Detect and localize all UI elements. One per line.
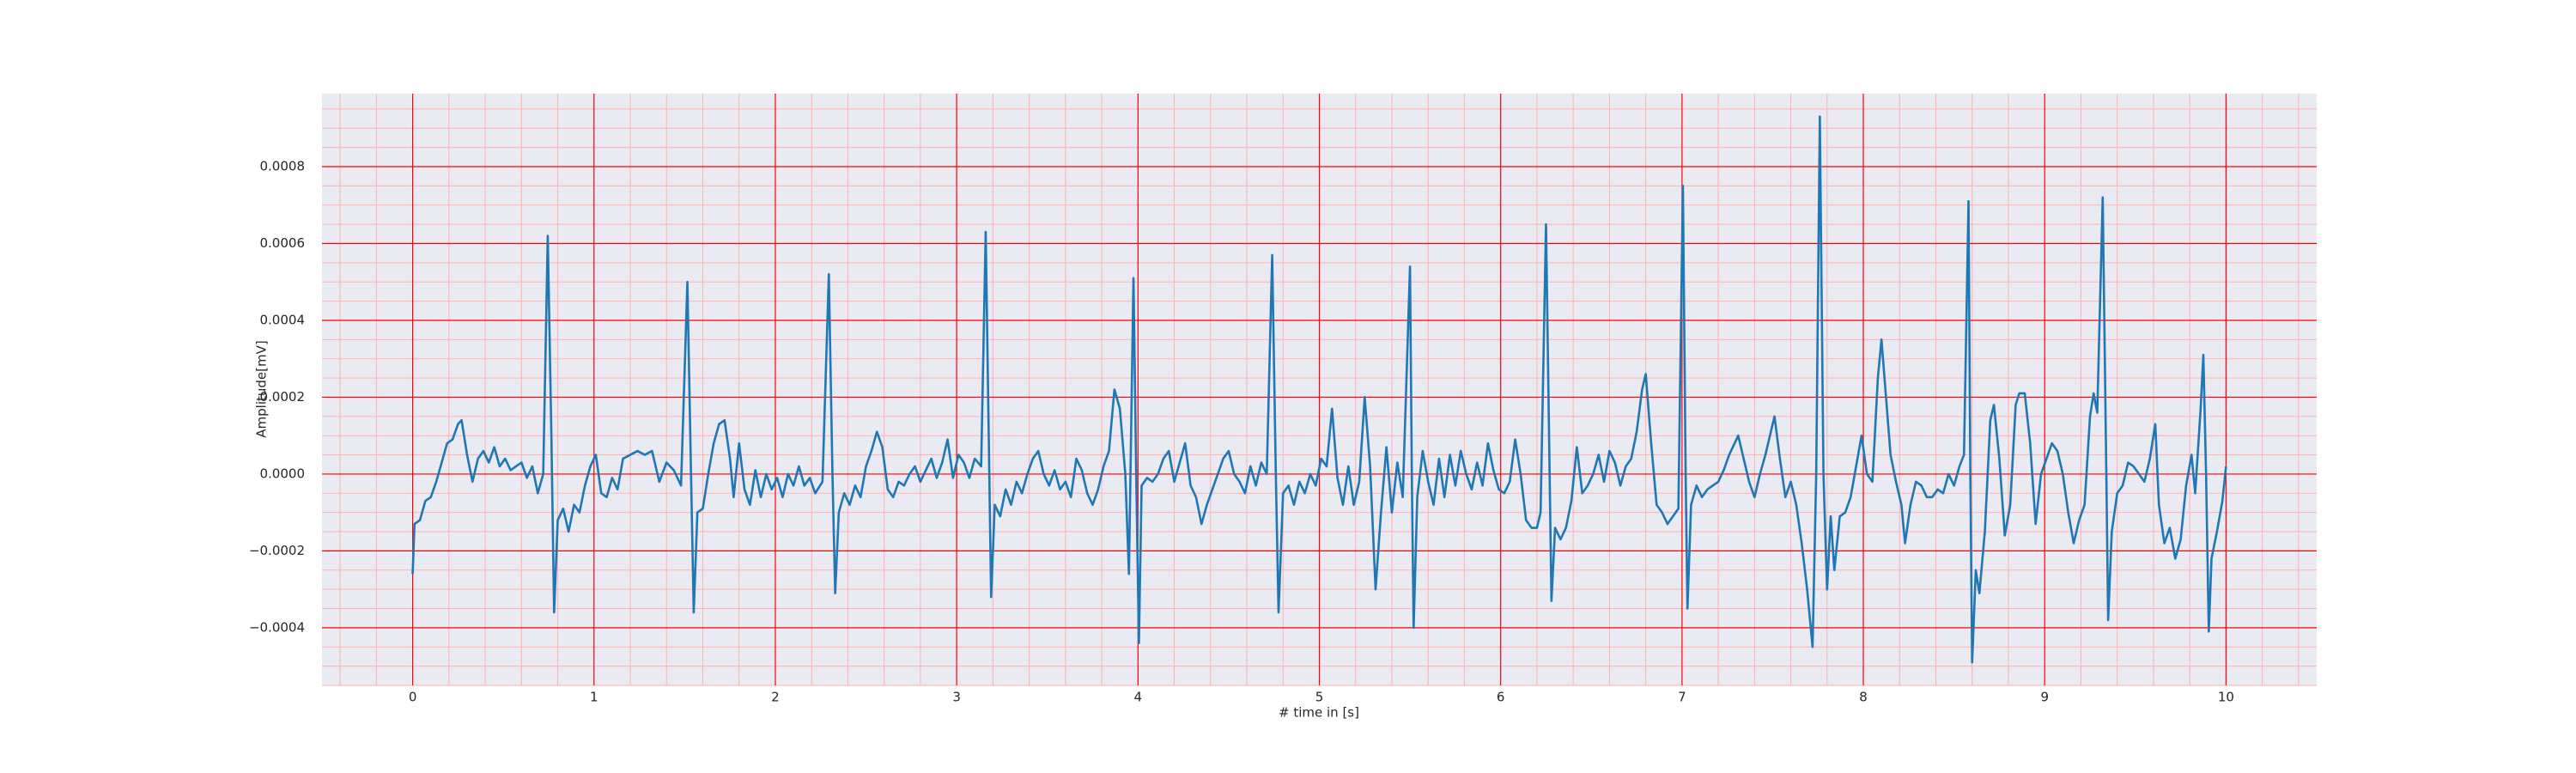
x-tick-label: 10 — [2218, 690, 2234, 705]
signal-line — [411, 115, 2227, 664]
y-tick-label: 0.0000 — [260, 466, 306, 481]
x-tick-label: 0 — [409, 690, 417, 705]
x-tick-label: 6 — [1497, 690, 1505, 705]
y-tick-label: −0.0004 — [249, 619, 305, 635]
x-axis-label: # time in [s] — [1279, 705, 1359, 721]
x-tick-label: 5 — [1315, 690, 1324, 705]
y-tick-label: 0.0002 — [260, 389, 306, 405]
x-tick-label: 2 — [771, 690, 780, 705]
x-tick-label: 8 — [1859, 690, 1868, 705]
x-tick-label: 1 — [590, 690, 598, 705]
x-tick-label: 3 — [952, 690, 961, 705]
x-tick-label: 4 — [1134, 690, 1143, 705]
y-axis-label: Amplitude[mV] — [254, 340, 270, 437]
y-tick-label: 0.0008 — [260, 159, 306, 174]
y-tick-label: 0.0006 — [260, 235, 306, 251]
x-tick-label: 7 — [1678, 690, 1686, 705]
y-tick-label: −0.0002 — [249, 543, 305, 558]
y-tick-label: 0.0004 — [260, 312, 306, 327]
x-tick-label: 9 — [2040, 690, 2049, 705]
